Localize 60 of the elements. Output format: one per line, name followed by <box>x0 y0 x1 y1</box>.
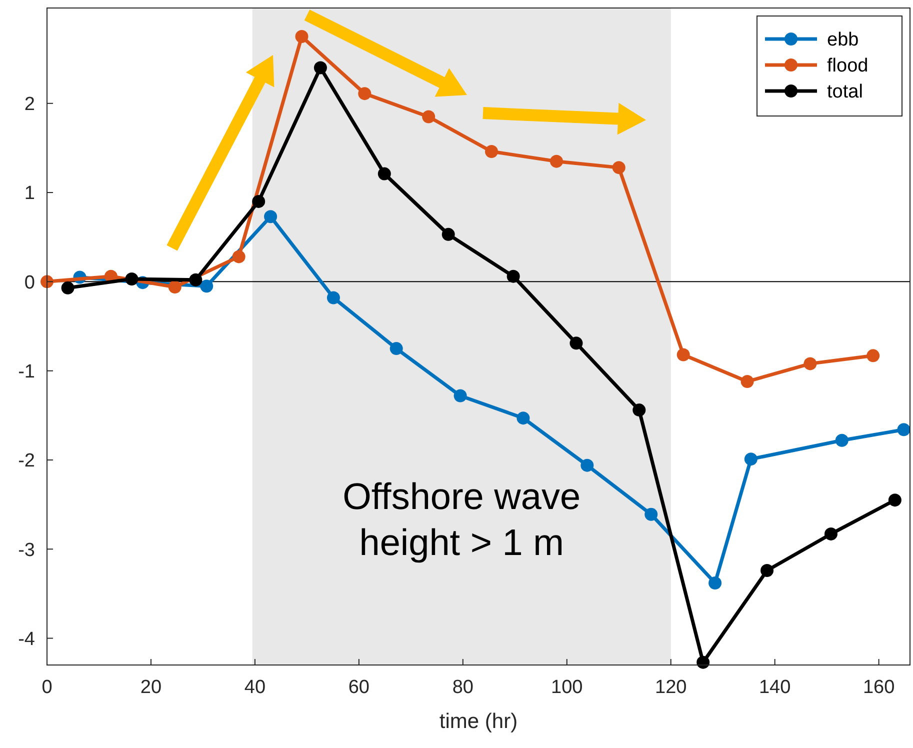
point <box>676 348 690 362</box>
x-tick-label: 120 <box>655 677 687 698</box>
point <box>632 404 646 417</box>
point <box>484 145 498 158</box>
y-tick-label: 1 <box>24 183 35 204</box>
point <box>744 452 758 466</box>
band-label: Offshore wave height > 1 m <box>342 476 581 563</box>
y-tick-label: 2 <box>24 94 35 116</box>
x-tick-label: 80 <box>452 677 474 698</box>
point <box>550 154 563 168</box>
point <box>570 336 583 350</box>
point <box>708 576 722 590</box>
x-tick-label: 100 <box>551 677 583 698</box>
point <box>200 280 214 293</box>
point <box>835 434 848 447</box>
point <box>40 275 54 288</box>
point <box>506 270 520 283</box>
y-tick-label: -3 <box>18 540 35 561</box>
point <box>168 280 182 294</box>
y-tick-label: -1 <box>18 361 35 382</box>
x-tick-label: 140 <box>758 677 791 698</box>
legend-label: total <box>827 82 863 103</box>
point <box>888 494 902 507</box>
y-tick-label: -2 <box>18 450 35 472</box>
point <box>897 423 910 436</box>
point <box>740 375 754 388</box>
point <box>696 656 710 669</box>
point <box>644 508 658 521</box>
point <box>866 349 880 362</box>
point <box>378 167 391 180</box>
y-tick-label: -4 <box>18 628 36 650</box>
point <box>358 87 372 100</box>
point <box>326 291 340 304</box>
y-tick-label: 0 <box>24 272 35 294</box>
point <box>422 110 436 124</box>
point <box>454 389 467 402</box>
legend-label: ebb <box>827 30 859 51</box>
x-tick-label: 40 <box>244 677 266 698</box>
point <box>804 357 817 370</box>
point <box>314 61 327 74</box>
point <box>232 250 246 264</box>
legend-label: flood <box>827 56 868 77</box>
x-axis-title: time (hr) <box>439 710 518 733</box>
point <box>295 30 308 44</box>
point <box>264 210 278 224</box>
point <box>252 194 266 208</box>
point <box>580 458 594 472</box>
x-tick-label: 60 <box>348 677 370 698</box>
x-tick-label: 0 <box>42 677 52 698</box>
point <box>824 527 838 540</box>
point <box>516 412 530 425</box>
point <box>760 564 774 578</box>
x-tick-label: 160 <box>862 677 895 698</box>
point <box>442 228 455 241</box>
point <box>612 161 626 174</box>
point <box>61 281 74 294</box>
point <box>125 272 138 286</box>
x-tick-label: 20 <box>140 677 162 698</box>
point <box>390 342 403 356</box>
point <box>189 273 202 286</box>
